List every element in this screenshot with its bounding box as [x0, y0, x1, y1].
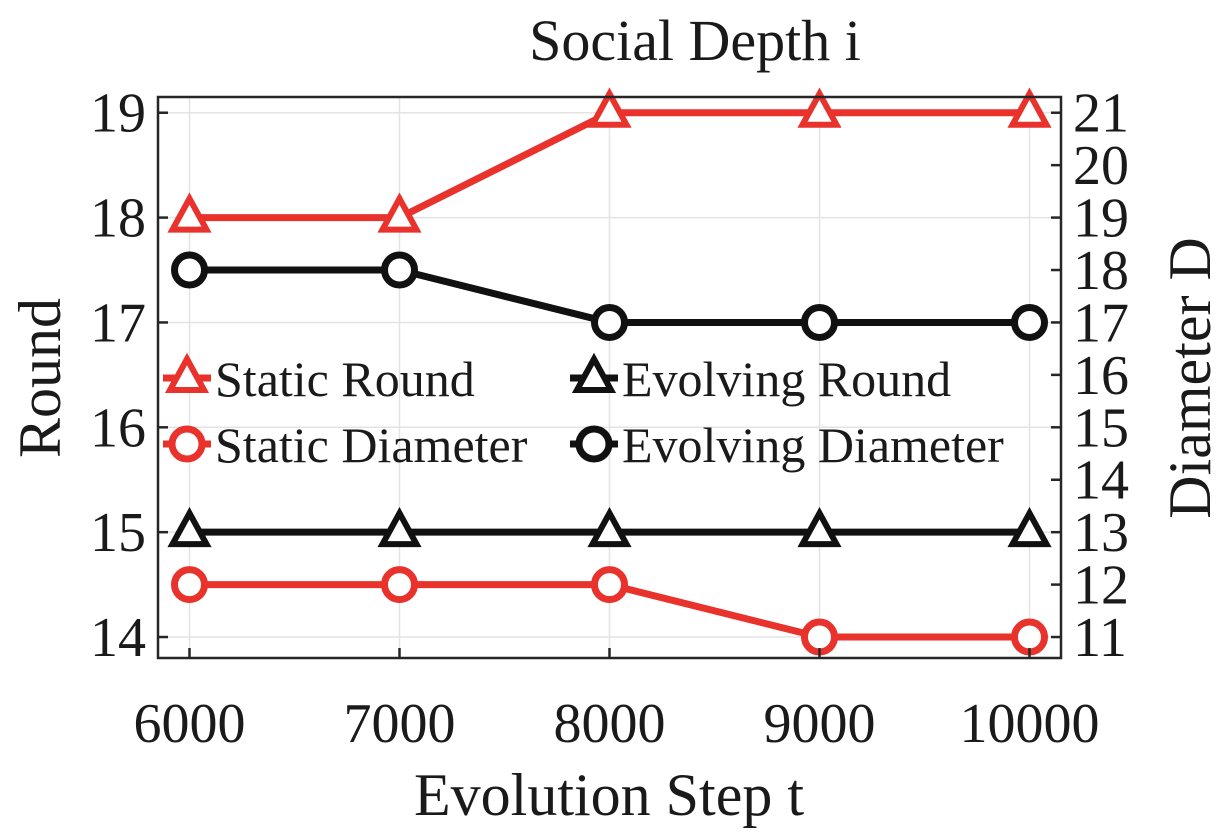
data-point: [1007, 506, 1052, 548]
y2-tick-label: 18: [1073, 240, 1129, 302]
legend-label: Static Diameter: [215, 417, 528, 473]
y-tick-label: 19: [90, 83, 146, 145]
x-tick-label: 6000: [134, 693, 246, 755]
series-evolving-diameter: [171, 251, 1048, 341]
y-tick-label: 14: [90, 607, 146, 669]
y2-tick-label: 13: [1073, 502, 1129, 564]
data-point: [1011, 303, 1048, 341]
legend-label: Evolving Round: [622, 351, 951, 407]
y2-tick-label: 12: [1073, 555, 1129, 617]
legend-item: Static Diameter: [163, 417, 528, 473]
x-axis-title: Evolution Step t: [414, 762, 804, 828]
legend-item: Static Round: [163, 351, 475, 407]
data-point: [801, 303, 838, 341]
legend-marker: [168, 425, 206, 463]
y-tick-label: 16: [90, 397, 146, 459]
data-point: [171, 251, 208, 289]
y2-tick-label: 14: [1073, 450, 1129, 512]
data-point: [171, 566, 208, 604]
data-point: [1007, 87, 1052, 128]
data-point: [801, 618, 838, 656]
data-point: [591, 303, 628, 341]
data-point: [167, 506, 212, 548]
legend-item: Evolving Round: [570, 351, 951, 407]
data-point: [591, 566, 628, 604]
left-axis: 14 15 16 17 18 19: [90, 83, 168, 669]
legend-marker: [575, 425, 613, 463]
data-point: [377, 506, 422, 548]
y2-axis-title: Diameter D: [1157, 237, 1223, 519]
y2-tick-label: 19: [1073, 188, 1129, 250]
y2-tick-label: 16: [1073, 345, 1129, 407]
data-point: [167, 192, 212, 233]
legend-label: Evolving Diameter: [622, 417, 1004, 473]
data-point: [797, 87, 842, 128]
data-point: [587, 506, 632, 548]
chart-title: Social Depth i: [529, 8, 861, 73]
y-tick-label: 17: [90, 292, 146, 354]
y2-tick-label: 17: [1073, 292, 1129, 354]
series-layer: [167, 87, 1052, 656]
data-point: [381, 566, 418, 604]
series-evolving-round: [167, 506, 1052, 548]
data-point: [381, 251, 418, 289]
x-axis: 6000 7000 8000 9000 10000: [134, 648, 1100, 755]
legend-marker: [164, 352, 210, 393]
x-tick-label: 8000: [554, 693, 666, 755]
legend-marker: [571, 352, 617, 393]
data-point: [587, 87, 632, 128]
y2-tick-label: 20: [1073, 135, 1129, 197]
y2-tick-label: 11: [1073, 607, 1127, 669]
legend-item: Evolving Diameter: [570, 417, 1004, 473]
x-tick-label: 9000: [764, 693, 876, 755]
x-tick-label: 7000: [344, 693, 456, 755]
legend-label: Static Round: [215, 351, 475, 407]
y-tick-label: 18: [90, 188, 146, 250]
series-static-diameter: [171, 566, 1048, 656]
y2-tick-label: 15: [1073, 397, 1129, 459]
y-tick-label: 15: [90, 502, 146, 564]
data-point: [797, 506, 842, 548]
series-static-round: [167, 87, 1052, 233]
legend: Static Round Evolving Round Static Diamete…: [163, 351, 1004, 473]
y-axis-title: Round: [7, 298, 73, 458]
data-point: [1011, 618, 1048, 656]
data-point: [377, 192, 422, 233]
x-tick-label: 10000: [960, 693, 1100, 755]
y2-tick-label: 21: [1073, 83, 1129, 145]
